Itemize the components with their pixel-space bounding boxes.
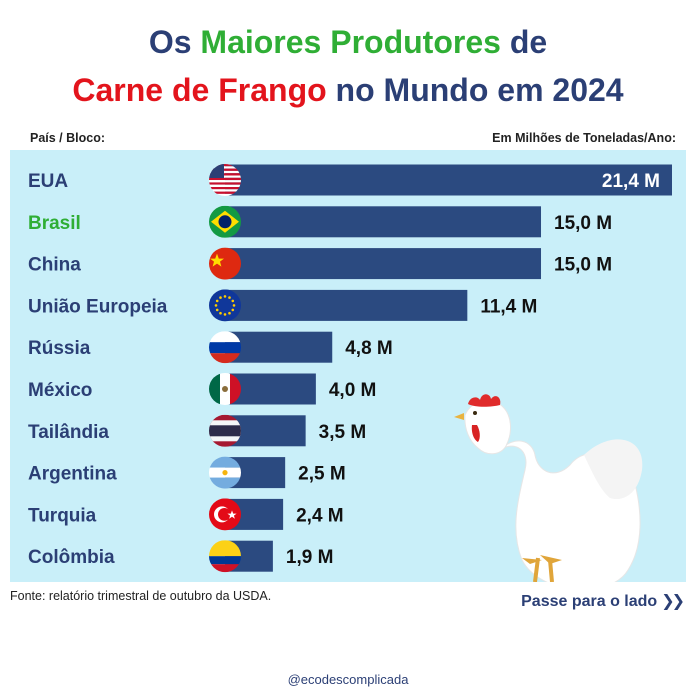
bar-4 bbox=[225, 331, 333, 363]
chart-panel: EUA 21,4 M Brasil 15,0 M China 15,0 M União Eu… bbox=[10, 150, 686, 582]
unit-column-header: Em Milhões de Toneladas/Ano: bbox=[492, 131, 676, 145]
bar-chart: EUA 21,4 M Brasil 15,0 M China 15,0 M União Eu… bbox=[28, 164, 672, 582]
category-label: Argentina bbox=[28, 464, 117, 485]
category-label: Tailândia bbox=[28, 422, 109, 443]
value-label: 15,0 M bbox=[554, 213, 612, 234]
value-label: 11,4 M bbox=[480, 296, 537, 317]
category-label: Brasil bbox=[28, 213, 81, 234]
value-label: 3,5 M bbox=[319, 422, 367, 443]
category-label: EUA bbox=[28, 171, 68, 192]
swipe-hint[interactable]: Passe para o lado ❯❯ bbox=[521, 593, 685, 610]
value-label: 4,8 M bbox=[345, 338, 393, 359]
category-label: União Europeia bbox=[28, 296, 168, 317]
mexico-flag-icon bbox=[209, 373, 241, 405]
thailand-flag-icon bbox=[209, 414, 241, 447]
value-label: 2,4 M bbox=[296, 505, 344, 526]
title-line-2: Carne de Frango no Mundo em 2024 bbox=[72, 72, 624, 108]
category-label: Turquia bbox=[28, 505, 97, 526]
value-label: 4,0 M bbox=[329, 380, 377, 401]
bar-2 bbox=[225, 248, 542, 280]
argentina-flag-icon bbox=[209, 456, 241, 489]
double-chevron-right-icon: ❯❯ bbox=[661, 593, 685, 610]
category-label: México bbox=[28, 380, 92, 401]
turkey-flag-icon bbox=[209, 498, 241, 531]
title-line-1: Os Maiores Produtores de bbox=[148, 24, 548, 60]
source-note: Fonte: relatório trimestral de outubro d… bbox=[10, 589, 272, 603]
china-flag-icon bbox=[209, 247, 241, 280]
category-label: Colômbia bbox=[28, 547, 115, 568]
usa-flag-icon bbox=[209, 164, 241, 196]
bar-0 bbox=[225, 164, 672, 196]
value-label: 21,4 M bbox=[602, 171, 660, 192]
category-label: Rússia bbox=[28, 338, 91, 359]
chicken-illustration bbox=[454, 394, 643, 582]
eu-flag-icon bbox=[209, 289, 241, 322]
value-label: 15,0 M bbox=[554, 255, 612, 276]
value-label: 1,9 M bbox=[286, 547, 334, 568]
author-handle: @ecodescomplicada bbox=[287, 672, 409, 687]
country-column-header: País / Bloco: bbox=[30, 131, 106, 145]
bar-1 bbox=[225, 206, 542, 238]
colombia-flag-icon bbox=[209, 540, 241, 573]
bar-3 bbox=[225, 289, 468, 321]
value-label: 2,5 M bbox=[298, 464, 346, 485]
category-label: China bbox=[28, 255, 81, 276]
brazil-flag-icon bbox=[209, 205, 241, 238]
russia-flag-icon bbox=[209, 331, 241, 364]
